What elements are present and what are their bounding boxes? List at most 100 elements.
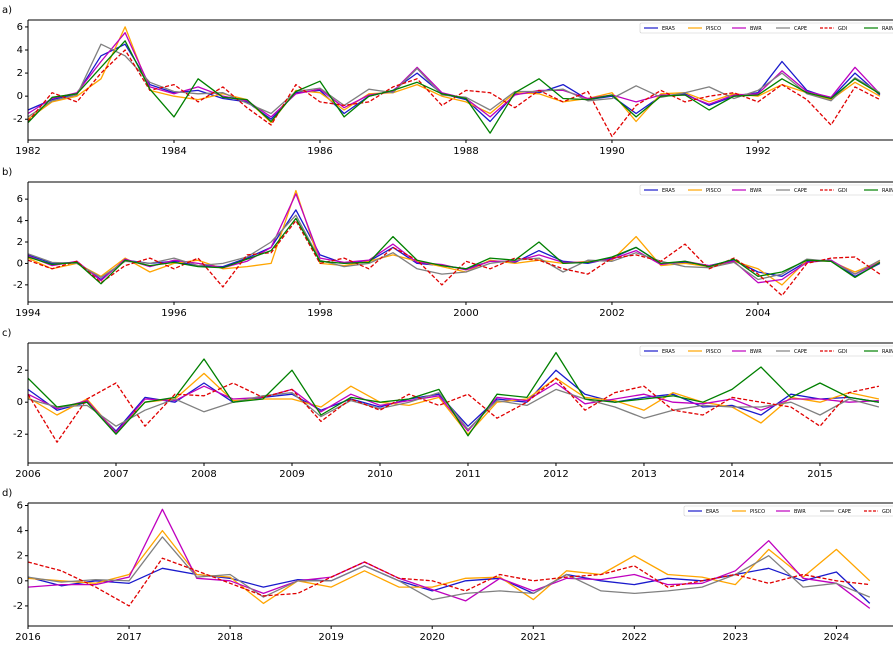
series-line bbox=[27, 372, 880, 435]
panel-label: a) bbox=[2, 5, 12, 16]
x-tick-label: 2022 bbox=[622, 632, 647, 643]
legend-label: RAIN4 bbox=[882, 349, 893, 355]
series-line bbox=[27, 565, 871, 604]
x-tick-label: 2016 bbox=[15, 632, 40, 643]
series-line bbox=[27, 26, 881, 124]
x-tick-label: 2017 bbox=[116, 632, 141, 643]
y-tick-label: 2 bbox=[17, 365, 23, 376]
x-tick-label: 2002 bbox=[599, 308, 624, 319]
x-tick-label: 2011 bbox=[455, 469, 480, 480]
legend-label: GDI bbox=[838, 349, 847, 355]
y-tick-label: 0 bbox=[17, 258, 23, 269]
legend-label: CAPE bbox=[838, 509, 851, 515]
series-line bbox=[27, 351, 880, 437]
series-line bbox=[27, 536, 871, 601]
x-tick-label: 2004 bbox=[745, 308, 770, 319]
series-line bbox=[27, 508, 871, 609]
legend-box bbox=[639, 345, 893, 357]
panel-label: d) bbox=[2, 488, 12, 499]
y-tick-label: 4 bbox=[17, 216, 23, 227]
y-tick-label: 4 bbox=[17, 526, 23, 537]
x-tick-label: 1982 bbox=[15, 146, 40, 157]
x-tick-label: 2021 bbox=[521, 632, 546, 643]
legend-label: BWR bbox=[750, 188, 762, 194]
legend-label: ERA5 bbox=[706, 509, 719, 515]
y-tick-label: 6 bbox=[17, 501, 23, 512]
legend-label: CAPE bbox=[794, 26, 807, 32]
y-tick-label: -2 bbox=[13, 114, 23, 125]
y-tick-label: -2 bbox=[13, 601, 23, 612]
series-line bbox=[27, 40, 881, 134]
y-tick-label: 2 bbox=[17, 551, 23, 562]
x-tick-label: 2007 bbox=[103, 469, 128, 480]
legend-label: PISCO bbox=[706, 26, 721, 32]
legend-label: PISCO bbox=[706, 188, 721, 194]
x-tick-label: 2018 bbox=[217, 632, 242, 643]
series-line bbox=[27, 388, 880, 431]
series-line bbox=[27, 32, 881, 118]
series-line bbox=[27, 382, 879, 434]
legend-label: RAIN4 bbox=[882, 26, 893, 32]
panel-label: b) bbox=[2, 167, 12, 178]
legend-label: PISCO bbox=[750, 509, 765, 515]
x-tick-label: 2010 bbox=[367, 469, 392, 480]
y-tick-label: 4 bbox=[17, 45, 23, 56]
series-line bbox=[27, 43, 881, 123]
panel: c) -2 0 2 2006 2007 2008 2009 2010 2011 2012 2013 20… bbox=[2, 328, 893, 480]
x-tick-label: 1984 bbox=[161, 146, 186, 157]
y-tick-label: -2 bbox=[13, 280, 23, 291]
x-tick-label: 1994 bbox=[15, 308, 40, 319]
legend-box bbox=[639, 22, 893, 34]
legend-label: ERA5 bbox=[662, 26, 675, 32]
x-tick-label: 1988 bbox=[453, 146, 478, 157]
legend: ERA5 PISCO BWR CAPE GDI RAIN4 bbox=[639, 22, 893, 34]
series-line bbox=[27, 219, 881, 297]
panel: d) -2 0 2 4 6 2016 2017 2018 2019 2020 2021 2022 2023… bbox=[2, 488, 893, 643]
legend-label: ERA5 bbox=[662, 349, 675, 355]
legend-label: GDI bbox=[838, 26, 847, 32]
x-tick-label: 2013 bbox=[631, 469, 656, 480]
legend: ERA5 PISCO BWR CAPE GDI RAIN4 bbox=[639, 345, 893, 357]
y-tick-label: 0 bbox=[17, 576, 23, 587]
series-line bbox=[27, 43, 881, 118]
x-tick-label: 2015 bbox=[807, 469, 832, 480]
y-tick-label: 2 bbox=[17, 68, 23, 79]
x-tick-label: 1986 bbox=[307, 146, 332, 157]
y-tick-label: 2 bbox=[17, 237, 23, 248]
x-tick-label: 1990 bbox=[599, 146, 624, 157]
x-tick-label: 2024 bbox=[824, 632, 849, 643]
x-tick-label: 2019 bbox=[318, 632, 343, 643]
x-tick-label: 1992 bbox=[745, 146, 770, 157]
panel: b) -2 0 2 4 6 1994 1996 1998 2000 2002 2004 ERA5 PISC… bbox=[2, 167, 893, 319]
legend-box bbox=[639, 184, 893, 196]
series-line bbox=[27, 217, 881, 285]
legend: ERA5 PISCO BWR CAPE GDI bbox=[683, 505, 893, 517]
legend-label: BWR bbox=[750, 349, 762, 355]
legend-label: PISCO bbox=[706, 349, 721, 355]
x-tick-label: 2000 bbox=[453, 308, 478, 319]
x-tick-label: 2014 bbox=[719, 469, 744, 480]
panel-label: c) bbox=[2, 328, 11, 339]
legend-label: GDI bbox=[838, 188, 847, 194]
x-tick-label: 2006 bbox=[15, 469, 40, 480]
legend-label: BWR bbox=[794, 509, 806, 515]
y-tick-label: 0 bbox=[17, 397, 23, 408]
y-tick-label: 6 bbox=[17, 22, 23, 33]
legend-label: ERA5 bbox=[662, 188, 675, 194]
series-line bbox=[27, 49, 881, 138]
x-tick-label: 1996 bbox=[161, 308, 186, 319]
y-tick-label: -2 bbox=[13, 429, 23, 440]
x-tick-label: 2012 bbox=[543, 469, 568, 480]
legend-label: GDI bbox=[882, 509, 891, 515]
legend-label: BWR bbox=[750, 26, 762, 32]
series-line bbox=[27, 557, 870, 607]
x-tick-label: 2008 bbox=[191, 469, 216, 480]
legend-label: CAPE bbox=[794, 188, 807, 194]
y-tick-label: 6 bbox=[17, 194, 23, 205]
y-tick-label: 0 bbox=[17, 91, 23, 102]
x-tick-label: 2009 bbox=[279, 469, 304, 480]
legend-label: RAIN4 bbox=[882, 188, 893, 194]
x-tick-label: 2023 bbox=[723, 632, 748, 643]
